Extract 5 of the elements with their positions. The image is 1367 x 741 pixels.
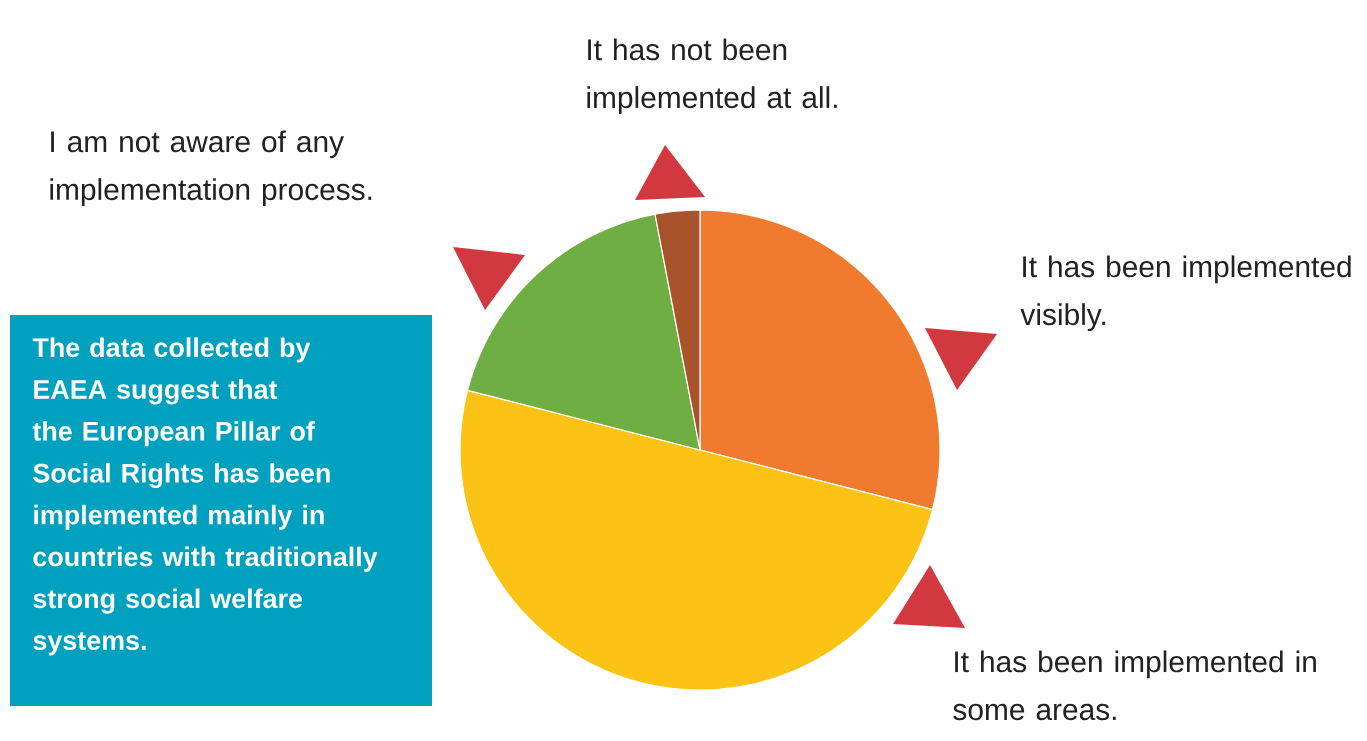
text: The data collected by EAEA suggest that the European Pillar of Social Rights has been implemented mainly in countries with traditionally strong social welfare systems. (32, 337, 378, 656)
slice-label: It has not been implemented at all. (587, 38, 837, 115)
slice-label: It has been implemented visibly. (1020, 255, 1351, 332)
slice-label: It has been implemented in some areas. (953, 650, 1316, 721)
slice-label: I am not aware of any implementation process. (50, 130, 372, 207)
